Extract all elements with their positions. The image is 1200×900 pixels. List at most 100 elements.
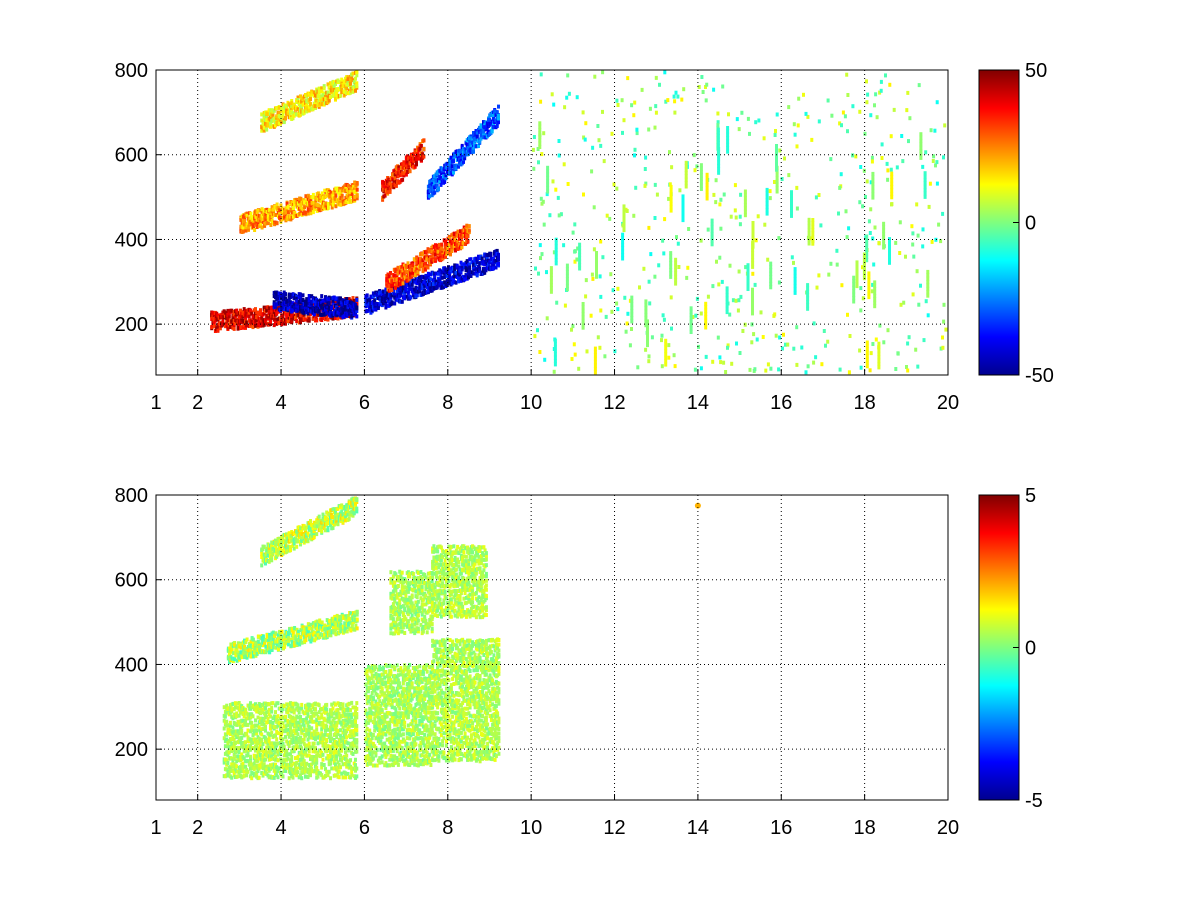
heatmap-cell — [590, 314, 593, 318]
heatmap-cell — [566, 277, 569, 281]
heatmap-cell — [927, 313, 930, 317]
heatmap-cell — [869, 207, 872, 211]
heatmap-cell — [533, 334, 536, 338]
heatmap-cell — [766, 191, 769, 195]
heatmap-panel-bottom: 1 2 4 6 8 10 12 14 16 18 20 200400600800 50-5 — [115, 485, 1043, 839]
heatmap-cell — [673, 95, 676, 99]
heatmap-cell — [852, 293, 855, 297]
heatmap-cell — [623, 228, 626, 232]
heatmap-cell — [621, 246, 624, 250]
heatmap-cell — [787, 105, 790, 109]
heatmap-cell — [776, 173, 779, 177]
x-tick-label: 10 — [520, 392, 542, 414]
heatmap-cell — [868, 219, 871, 223]
heatmap-cell — [460, 245, 463, 249]
heatmap-cell — [584, 121, 587, 125]
heatmap-cell — [718, 355, 721, 359]
heatmap-cell — [670, 295, 673, 299]
heatmap-cell — [806, 293, 809, 297]
heatmap-cell — [719, 360, 722, 364]
heatmap-cell — [599, 295, 602, 299]
heatmap-cell — [781, 347, 784, 351]
heatmap-cell — [873, 280, 876, 284]
heatmap-cell — [678, 188, 681, 192]
heatmap-cell — [536, 328, 539, 332]
heatmap-cell — [625, 330, 628, 334]
heatmap-cell — [902, 301, 905, 305]
heatmap-cell — [754, 120, 757, 124]
heatmap-cell — [794, 281, 797, 285]
heatmap-cell — [812, 361, 815, 365]
heatmap-cell — [840, 283, 843, 287]
heatmap-cell — [654, 104, 657, 108]
heatmap-cell — [700, 312, 703, 316]
heatmap-cell — [682, 218, 685, 222]
heatmap-cell — [871, 196, 874, 200]
heatmap-cell — [355, 306, 358, 310]
heatmap-cell — [757, 119, 760, 123]
heatmap-cell — [869, 231, 872, 235]
heatmap-cell — [642, 267, 645, 271]
heatmap-cell — [944, 328, 947, 332]
heatmap-cell — [751, 305, 754, 309]
heatmap-cell — [845, 209, 848, 213]
heatmap-cell — [726, 126, 729, 130]
heatmap-cell — [911, 231, 914, 235]
heatmap-cell — [840, 123, 843, 127]
heatmap-cell — [673, 353, 676, 357]
heatmap-cell — [538, 142, 541, 146]
heatmap-cell — [597, 335, 600, 339]
heatmap-cell — [719, 198, 722, 202]
heatmap-cell — [886, 162, 889, 166]
heatmap-cell — [269, 320, 272, 324]
heatmap-cell — [468, 228, 471, 232]
heatmap-cell — [866, 93, 869, 97]
heatmap-cell — [440, 243, 443, 247]
heatmap-cell — [721, 280, 724, 284]
heatmap-cell — [633, 101, 636, 105]
heatmap-cell — [867, 278, 870, 282]
heatmap-cell — [861, 204, 864, 208]
heatmap-cell — [808, 231, 811, 235]
heatmap-cell — [599, 240, 602, 244]
heatmap-cell — [919, 132, 922, 136]
heatmap-cell — [715, 178, 718, 182]
heatmap-cell — [726, 286, 729, 290]
heatmap-cell — [566, 73, 569, 77]
heatmap-cell — [728, 313, 731, 317]
heatmap-cell — [942, 320, 945, 324]
heatmap-cell — [641, 88, 644, 92]
heatmap-cell — [830, 114, 833, 118]
heatmap-cell — [245, 773, 248, 777]
heatmap-cell — [621, 233, 624, 237]
heatmap-cell — [856, 267, 859, 271]
heatmap-cell — [738, 270, 741, 274]
heatmap-cell — [767, 362, 770, 366]
heatmap-cell — [543, 223, 546, 227]
heatmap-cell — [726, 146, 729, 150]
heatmap-cell — [497, 105, 500, 109]
heatmap-cell — [871, 172, 874, 176]
heatmap-cell — [711, 219, 714, 223]
heatmap-cell — [648, 354, 651, 358]
heatmap-cell — [926, 277, 929, 281]
heatmap-cell — [566, 264, 569, 268]
heatmap-cell — [921, 244, 924, 248]
heatmap-cell — [598, 346, 601, 350]
heatmap-cell — [674, 258, 677, 262]
heatmap-cell — [393, 302, 396, 306]
heatmap-cell — [877, 241, 880, 245]
heatmap-cell — [259, 308, 262, 312]
heatmap-cell — [302, 293, 305, 297]
heatmap-cell — [674, 364, 677, 368]
heatmap-cell — [422, 147, 425, 151]
heatmap-cell — [550, 276, 553, 280]
x-tick-label: 4 — [275, 392, 286, 414]
heatmap-cell — [760, 310, 763, 314]
heatmap-cell — [452, 159, 455, 163]
heatmap-cell — [851, 153, 854, 157]
heatmap-cell — [598, 138, 601, 142]
heatmap-cell — [783, 157, 786, 161]
heatmap-cell — [680, 98, 683, 102]
